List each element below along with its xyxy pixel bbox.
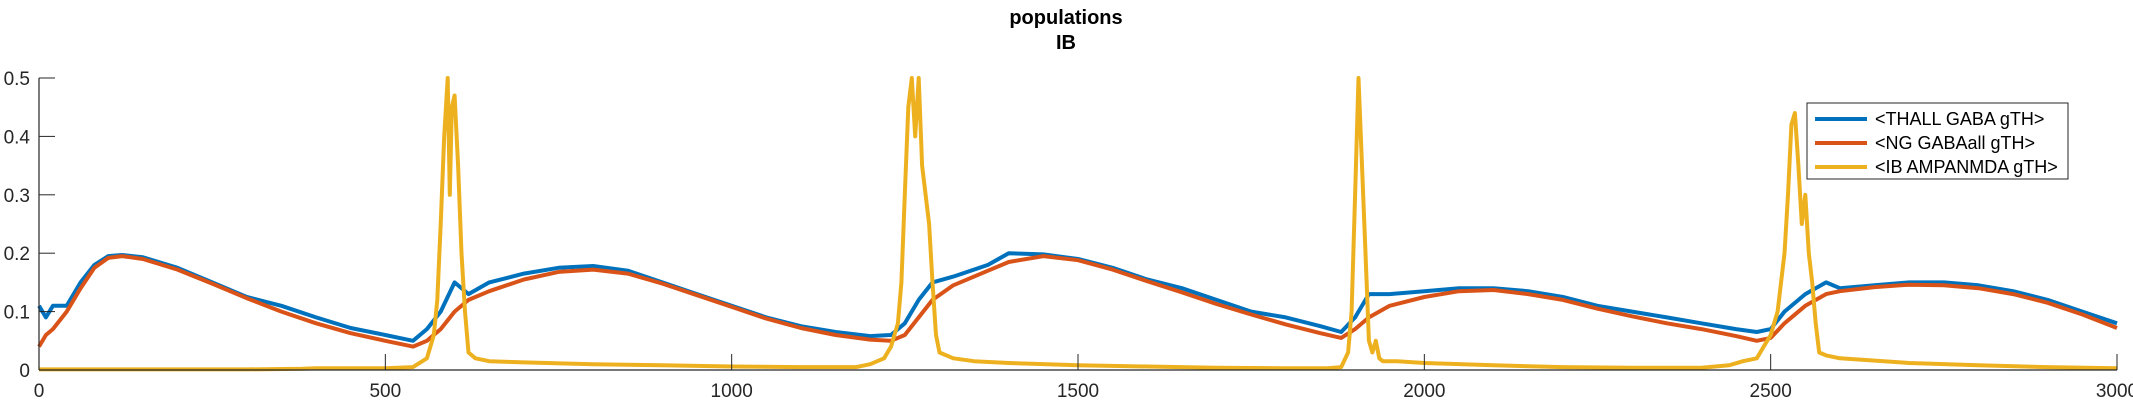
y-tick-label-1: 0.1 <box>4 303 30 324</box>
x-tick-label-0: 0 <box>34 381 45 400</box>
x-tick-label-3: 1500 <box>1057 381 1099 400</box>
legend: <THALL GABA gTH> <NG GABAall gTH> <IB AMPA… <box>1806 102 2069 180</box>
series-line-0 <box>37 251 2118 343</box>
chart-subtitle: IB <box>1056 32 1076 54</box>
series-layer <box>37 76 2118 372</box>
series-line-1 <box>37 254 2118 349</box>
legend-label-1: <NG GABAall gTH> <box>1875 133 2035 153</box>
y-tick-label-0: 0 <box>19 361 30 382</box>
y-tick-label-4: 0.4 <box>4 127 31 148</box>
y-tick-label-3: 0.3 <box>4 186 30 207</box>
legend-label-2: <IB AMPANMDA gTH> <box>1875 157 2058 177</box>
y-tick-label-2: 0.2 <box>4 244 30 265</box>
x-tick-label-2: 1000 <box>711 381 753 400</box>
legend-label-0: <THALL GABA gTH> <box>1875 109 2044 129</box>
x-tick-label-1: 500 <box>369 381 401 400</box>
chart-title: populations <box>1009 7 1122 29</box>
axes-layer: 0 500 1000 1500 2000 2500 3000 0 0.1 0.2 0.3 0.4 0.5 <box>4 69 2133 400</box>
x-tick-label-4: 2000 <box>1403 381 1445 400</box>
y-tick-label-5: 0.5 <box>4 69 30 90</box>
x-tick-label-6: 3000 <box>2096 381 2133 400</box>
x-tick-label-5: 2500 <box>1750 381 1792 400</box>
series-line-2 <box>39 76 2118 372</box>
